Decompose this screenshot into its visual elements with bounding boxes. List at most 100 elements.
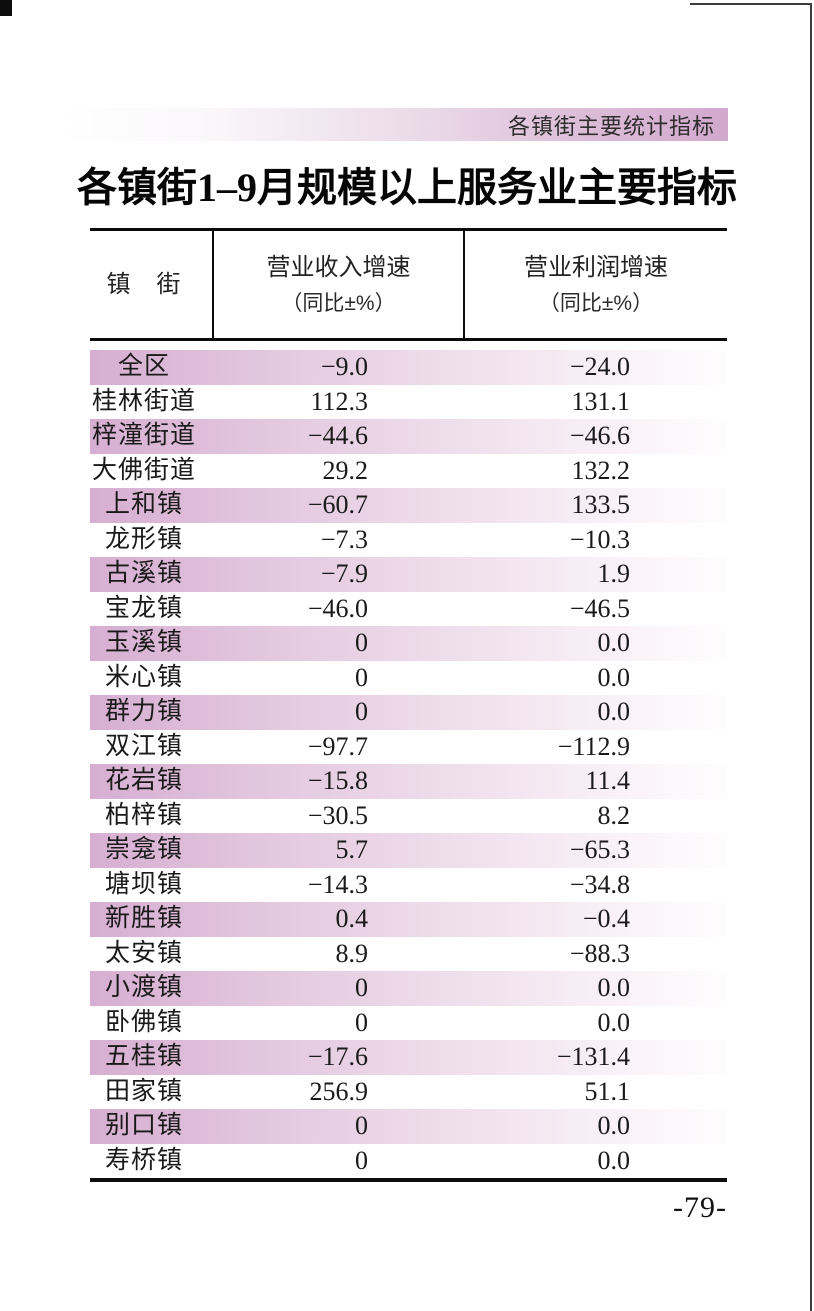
revenue-value-cell: −46.0 (307, 593, 368, 623)
table-row: 宝龙镇 −46.0 −46.5 (90, 592, 727, 627)
profit-value-cell: −46.6 (569, 421, 630, 450)
revenue-value-cell: −60.7 (307, 490, 368, 519)
stats-table: 镇 街 营业收入增速 （同比±%） 营业利润增速 （同比±%） 全区 −9.0 … (90, 228, 727, 1182)
header-profit-label: 营业利润增速 (524, 253, 668, 281)
profit-value-cell: −88.3 (569, 938, 630, 968)
header-revenue-label: 营业收入增速 (266, 253, 411, 281)
town-name-cell: 米心镇 (104, 663, 183, 691)
revenue-value-cell: 29.2 (322, 455, 369, 485)
table-row: 龙形镇 −7.3 −10.3 (90, 523, 727, 558)
town-name-cell: 田家镇 (104, 1077, 183, 1105)
revenue-value-cell: −97.7 (307, 731, 368, 761)
profit-value-cell: 0.0 (597, 1007, 631, 1037)
page-number: -79- (673, 1191, 727, 1224)
revenue-value-cell: 0 (355, 697, 368, 726)
town-name-cell: 寿桥镇 (104, 1146, 183, 1174)
table-row: 五桂镇 −17.6 −131.4 (90, 1040, 727, 1075)
table-row: 太安镇 8.9 −88.3 (90, 937, 727, 972)
town-name-cell: 花岩镇 (104, 767, 183, 794)
table-row: 大佛街道 29.2 132.2 (90, 454, 727, 489)
table-row: 塘坝镇 −14.3 −34.8 (90, 868, 727, 903)
profit-value-cell: −46.5 (569, 593, 630, 623)
revenue-value-cell: 112.3 (310, 386, 368, 416)
town-name-cell: 梓潼街道 (91, 422, 196, 449)
header-cell-town: 镇 街 (90, 231, 212, 338)
revenue-value-cell: 0 (355, 662, 368, 692)
revenue-value-cell: 0 (355, 1111, 368, 1140)
table-row: 梓潼街道 −44.6 −46.6 (90, 419, 727, 454)
profit-value-cell: 51.1 (584, 1076, 631, 1106)
revenue-value-cell: −15.8 (307, 766, 368, 795)
table-row: 田家镇 256.9 51.1 (90, 1075, 727, 1110)
page-edge-right-line (810, 3, 812, 1311)
profit-value-cell: 1.9 (597, 559, 631, 588)
revenue-value-cell: 0.4 (335, 904, 369, 933)
page-edge-top-line (690, 3, 812, 5)
profit-value-cell: −65.3 (569, 835, 630, 864)
town-name-cell: 大佛街道 (91, 456, 196, 484)
profit-value-cell: 0.0 (597, 628, 631, 657)
revenue-value-cell: −44.6 (307, 421, 368, 450)
table-header-row: 镇 街 营业收入增速 （同比±%） 营业利润增速 （同比±%） (90, 228, 727, 341)
revenue-value-cell: −7.3 (320, 524, 368, 554)
town-name-cell: 玉溪镇 (104, 629, 183, 656)
profit-value-cell: −10.3 (569, 524, 630, 554)
profit-value-cell: 0.0 (597, 973, 631, 1002)
header-town-label: 镇 街 (106, 270, 182, 298)
header-cell-profit: 营业利润增速 （同比±%） (463, 231, 727, 338)
profit-value-cell: −0.4 (582, 904, 630, 933)
town-name-cell: 塘坝镇 (104, 870, 183, 898)
revenue-value-cell: −9.0 (320, 352, 368, 381)
town-name-cell: 新胜镇 (104, 905, 183, 932)
profit-value-cell: 0.0 (597, 1111, 631, 1140)
town-name-cell: 群力镇 (104, 698, 183, 725)
profit-value-cell: −34.8 (569, 869, 630, 899)
header-cell-revenue: 营业收入增速 （同比±%） (212, 231, 463, 338)
profit-value-cell: −131.4 (556, 1042, 630, 1071)
town-name-cell: 别口镇 (104, 1112, 183, 1139)
table-row: 卧佛镇 0 0.0 (90, 1006, 727, 1041)
revenue-value-cell: 256.9 (309, 1076, 369, 1106)
revenue-value-cell: 5.7 (335, 835, 369, 864)
revenue-value-cell: −30.5 (307, 800, 368, 830)
section-header-bar: 各镇街主要统计指标 (63, 108, 728, 141)
table-row: 别口镇 0 0.0 (90, 1109, 727, 1144)
town-name-cell: 小渡镇 (104, 974, 183, 1001)
revenue-value-cell: −14.3 (307, 869, 368, 899)
table-row: 崇龛镇 5.7 −65.3 (90, 833, 727, 868)
town-name-cell: 桂林街道 (91, 387, 196, 415)
table-row: 群力镇 0 0.0 (90, 695, 727, 730)
profit-value-cell: 11.4 (585, 766, 630, 795)
table-row: 玉溪镇 0 0.0 (90, 626, 727, 661)
town-name-cell: 宝龙镇 (104, 594, 183, 622)
revenue-value-cell: 0 (355, 973, 368, 1002)
table-row: 双江镇 −97.7 −112.9 (90, 730, 727, 765)
town-name-cell: 柏梓镇 (104, 801, 183, 829)
profit-value-cell: 132.2 (571, 455, 631, 485)
table-body: 全区 −9.0 −24.0 桂林街道 112.3 131.1 梓潼街道 −44.… (90, 350, 727, 1182)
town-name-cell: 龙形镇 (104, 525, 183, 553)
table-row: 全区 −9.0 −24.0 (90, 350, 727, 385)
town-name-cell: 古溪镇 (104, 560, 183, 587)
table-row: 寿桥镇 0 0.0 (90, 1144, 727, 1179)
table-row: 桂林街道 112.3 131.1 (90, 385, 727, 420)
profit-value-cell: −112.9 (557, 731, 630, 761)
table-row: 米心镇 0 0.0 (90, 661, 727, 696)
table-row: 花岩镇 −15.8 11.4 (90, 764, 727, 799)
town-name-cell: 卧佛镇 (104, 1008, 183, 1036)
profit-value-cell: 131.1 (571, 386, 631, 416)
scan-corner-mark (0, 0, 12, 16)
revenue-value-cell: −17.6 (307, 1042, 368, 1071)
revenue-value-cell: 0 (355, 1145, 368, 1175)
revenue-value-cell: 0 (355, 1007, 368, 1037)
table-row: 古溪镇 −7.9 1.9 (90, 557, 727, 592)
profit-value-cell: 8.2 (597, 800, 631, 830)
page-title: 各镇街1–9月规模以上服务业主要指标 (77, 165, 737, 210)
header-revenue-sublabel: （同比±%） (281, 291, 396, 315)
profit-value-cell: 0.0 (597, 1145, 631, 1175)
table-row: 新胜镇 0.4 −0.4 (90, 902, 727, 937)
revenue-value-cell: 0 (355, 628, 368, 657)
profit-value-cell: −24.0 (569, 352, 630, 381)
profit-value-cell: 0.0 (597, 697, 631, 726)
